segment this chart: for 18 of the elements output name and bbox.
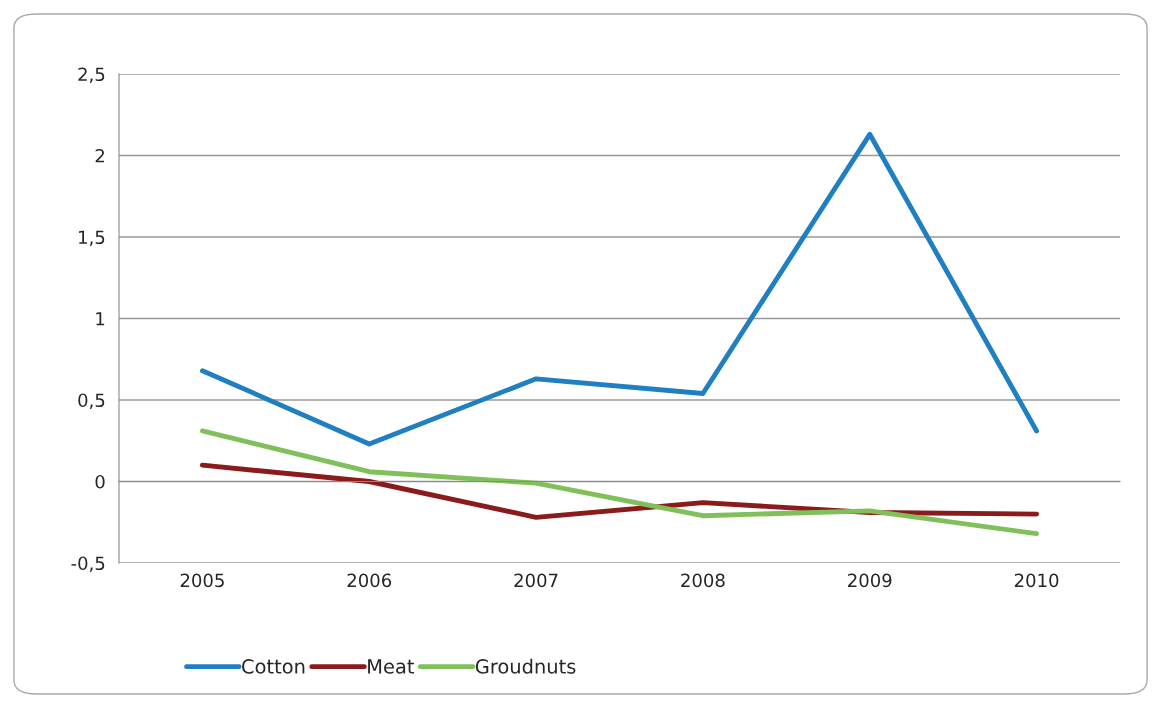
y-tick-label: 2 bbox=[95, 148, 104, 163]
y-tick-label: 0,5 bbox=[78, 393, 105, 409]
x-tick-label: 2006 bbox=[347, 573, 392, 588]
x-tick-label: 2010 bbox=[1014, 573, 1059, 588]
y-tick-label: 1,5 bbox=[79, 230, 105, 246]
line-series bbox=[199, 428, 1040, 537]
y-tick-label: 0 bbox=[95, 474, 105, 489]
x-tick-label: 2008 bbox=[681, 573, 725, 588]
legend-label: Meat bbox=[368, 659, 415, 674]
legend-label: Groudnuts bbox=[475, 658, 576, 674]
line-series bbox=[199, 131, 1040, 447]
y-tick-label: -0,5 bbox=[71, 556, 105, 572]
x-tick-label: 2005 bbox=[180, 573, 224, 588]
x-tick-label: 2009 bbox=[848, 573, 892, 588]
legend-label: Cotton bbox=[242, 659, 305, 674]
y-tick-label: 2,5 bbox=[78, 67, 105, 83]
x-tick-label: 2007 bbox=[514, 573, 558, 588]
y-tick-label: 1 bbox=[96, 312, 105, 326]
